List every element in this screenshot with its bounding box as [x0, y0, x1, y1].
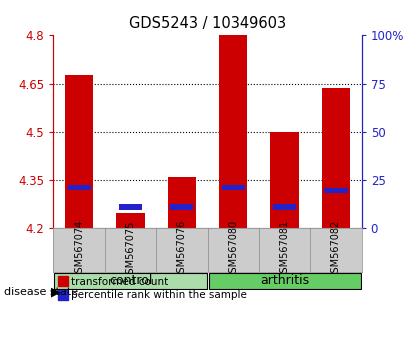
Bar	[65, 75, 93, 228]
Bar	[119, 204, 142, 210]
Text: disease state: disease state	[4, 287, 78, 297]
Bar	[324, 188, 348, 194]
Text: GSM567076: GSM567076	[177, 220, 187, 279]
Bar	[67, 185, 91, 190]
Bar	[270, 132, 299, 228]
Bar	[219, 35, 247, 228]
Text: GSM567081: GSM567081	[279, 220, 290, 279]
Text: ▶: ▶	[51, 286, 61, 298]
Text: GSM567074: GSM567074	[74, 220, 84, 279]
Text: GSM567075: GSM567075	[125, 220, 136, 280]
Bar	[170, 204, 194, 210]
Legend: transformed count, percentile rank within the sample: transformed count, percentile rank withi…	[59, 277, 247, 300]
Bar	[322, 88, 350, 228]
Text: GSM567080: GSM567080	[228, 220, 238, 279]
Text: GSM567082: GSM567082	[331, 220, 341, 279]
Title: GDS5243 / 10349603: GDS5243 / 10349603	[129, 16, 286, 32]
Bar	[168, 177, 196, 228]
Bar	[273, 204, 296, 210]
Bar	[116, 213, 145, 228]
Bar	[222, 185, 245, 190]
